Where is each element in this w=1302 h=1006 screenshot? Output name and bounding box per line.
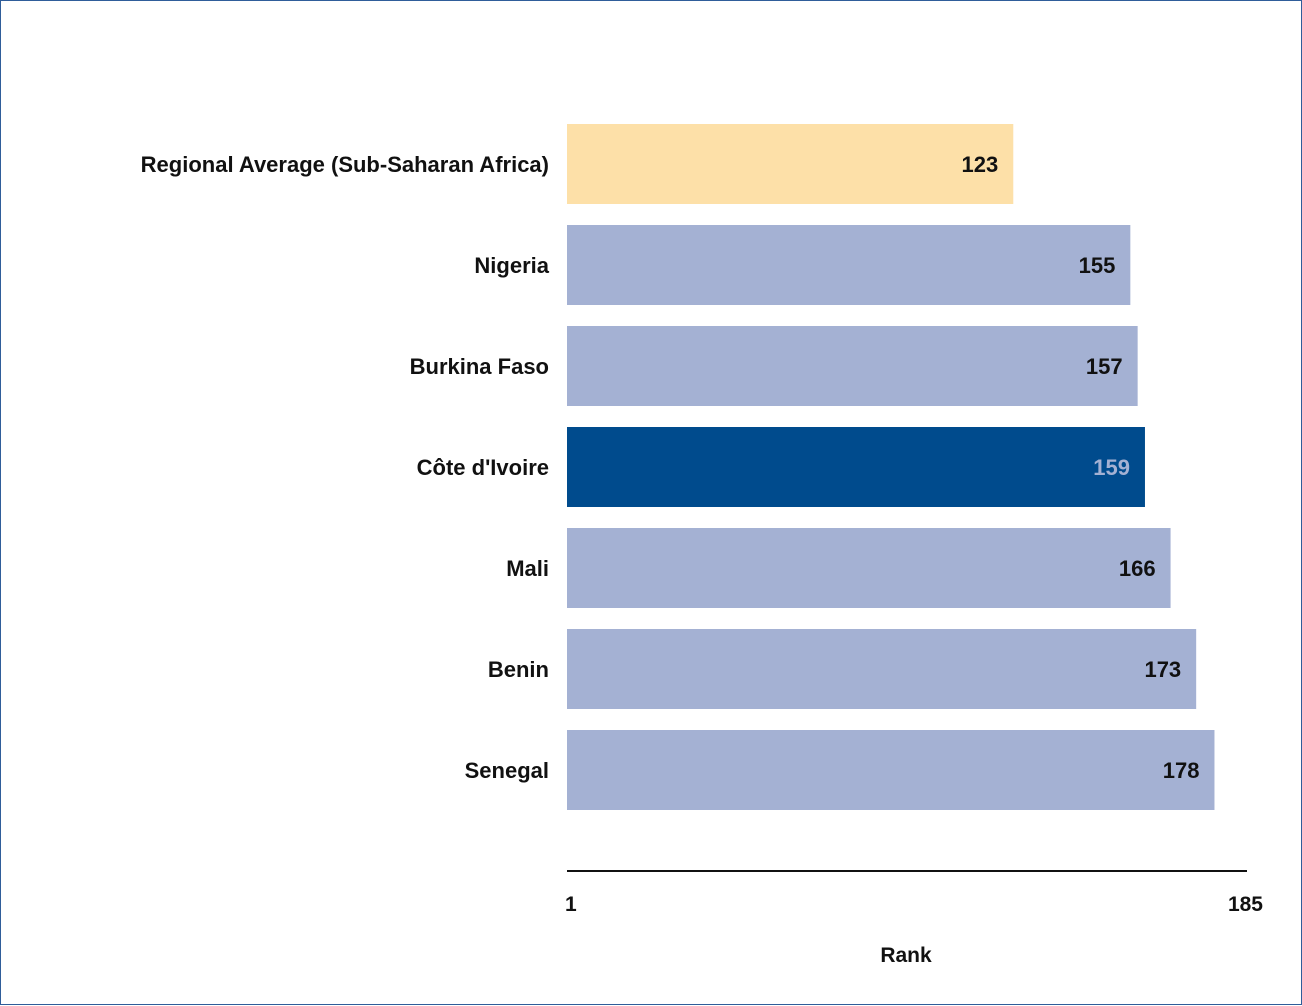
value-label-regional-average-sub-saharan-africa: 123 [962, 152, 999, 177]
bar-nigeria [567, 225, 1131, 305]
category-label-cote-d-ivoire: Côte d'Ivoire [417, 455, 549, 480]
category-label-benin: Benin [488, 657, 549, 682]
x-axis-title: Rank [880, 944, 932, 967]
category-label-nigeria: Nigeria [474, 253, 549, 278]
value-label-cote-d-ivoire: 159 [1093, 455, 1130, 480]
value-label-benin: 173 [1144, 657, 1181, 682]
bar-cote-d-ivoire [567, 427, 1145, 507]
bar-mali [567, 528, 1171, 608]
x-tick-label-min: 1 [565, 893, 577, 916]
category-label-senegal: Senegal [465, 758, 549, 783]
category-label-burkina-faso: Burkina Faso [410, 354, 549, 379]
x-tick-label-max: 185 [1228, 893, 1263, 916]
value-label-senegal: 178 [1163, 758, 1200, 783]
category-labels-layer: Regional Average (Sub-Saharan Africa) Nig… [141, 152, 550, 783]
bar-senegal [567, 730, 1215, 810]
bar-burkina-faso [567, 326, 1138, 406]
bar-regional-average-sub-saharan-africa [567, 124, 1014, 204]
category-label-regional-average-sub-saharan-africa: Regional Average (Sub-Saharan Africa) [141, 152, 549, 177]
category-label-mali: Mali [506, 556, 549, 581]
bars-layer [567, 124, 1215, 810]
bar-benin [567, 629, 1197, 709]
value-labels-layer: 123 155 157 159 166 173 178 [962, 152, 1200, 783]
value-label-nigeria: 155 [1079, 253, 1116, 278]
value-label-mali: 166 [1119, 556, 1156, 581]
value-label-burkina-faso: 157 [1086, 354, 1123, 379]
